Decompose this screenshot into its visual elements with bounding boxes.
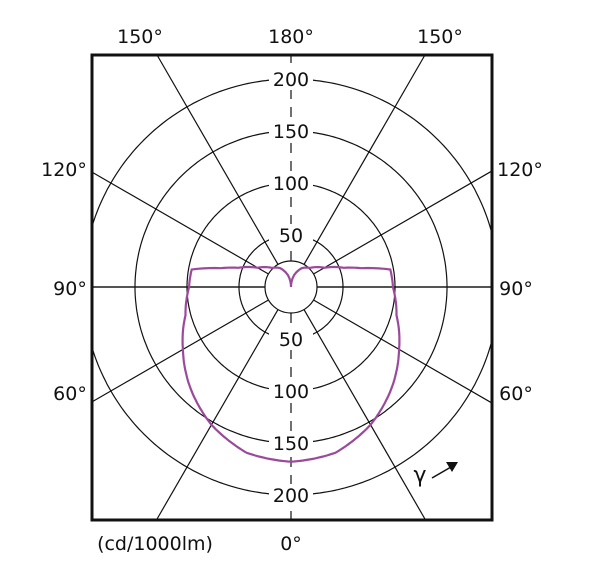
angle-label-bottom: 0° bbox=[280, 533, 302, 555]
tick-label-bg bbox=[269, 432, 313, 454]
radial-tick-label-150: 150 bbox=[273, 433, 309, 455]
radial-tick-label-150: 150 bbox=[273, 121, 309, 143]
angle-label-top-right: 150° bbox=[417, 26, 463, 48]
tick-label-bg bbox=[269, 224, 313, 246]
tick-label-bg bbox=[269, 172, 313, 194]
gamma-arrow-icon bbox=[431, 462, 458, 479]
radial-line-210 bbox=[156, 54, 279, 265]
angle-label-right-60: 60° bbox=[499, 383, 533, 405]
radial-line-240 bbox=[91, 171, 269, 275]
tick-label-bg bbox=[269, 328, 313, 350]
intensity-curve bbox=[181, 265, 401, 463]
angle-label-left-120: 120° bbox=[41, 159, 87, 181]
tick-label-bg bbox=[269, 380, 313, 402]
radial-line-150 bbox=[303, 54, 426, 265]
radial-tick-label-100: 100 bbox=[273, 381, 309, 403]
angle-label-left-60: 60° bbox=[53, 383, 87, 405]
gamma-symbol: γ bbox=[413, 463, 426, 488]
grid-circle-200 bbox=[91, 78, 493, 234]
radial-line-330 bbox=[155, 309, 279, 521]
angle-label-right-120: 120° bbox=[497, 159, 543, 181]
angle-label-top-center: 180° bbox=[268, 26, 314, 48]
plot-frame bbox=[90, 53, 494, 522]
grid-circle-200 bbox=[91, 340, 493, 496]
tick-label-bg bbox=[269, 68, 313, 90]
radial-line-120 bbox=[313, 170, 493, 275]
radial-line-30 bbox=[303, 309, 427, 521]
unit-label: (cd/1000lm) bbox=[97, 533, 213, 555]
radial-tick-label-50: 50 bbox=[279, 329, 303, 351]
tick-label-bg bbox=[269, 120, 313, 142]
angle-label-right-90: 90° bbox=[499, 278, 533, 300]
angle-label-left-90: 90° bbox=[53, 278, 87, 300]
tick-label-bg bbox=[269, 484, 313, 506]
radial-tick-label-100: 100 bbox=[273, 173, 309, 195]
radial-tick-label-200: 200 bbox=[273, 69, 309, 91]
angle-label-top-left: 150° bbox=[117, 26, 163, 48]
radial-line-60 bbox=[313, 299, 493, 404]
radial-line-300 bbox=[91, 299, 269, 403]
radial-tick-label-200: 200 bbox=[273, 485, 309, 507]
radial-tick-label-50: 50 bbox=[279, 225, 303, 247]
